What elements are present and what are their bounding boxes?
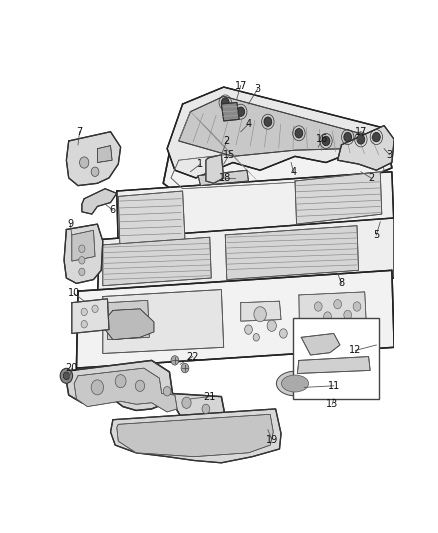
Polygon shape <box>77 270 394 368</box>
Text: 6: 6 <box>110 205 116 215</box>
Text: 19: 19 <box>265 435 278 445</box>
Circle shape <box>245 325 252 334</box>
Circle shape <box>92 305 98 312</box>
Circle shape <box>79 245 85 253</box>
Text: 7: 7 <box>76 127 83 137</box>
Text: 3: 3 <box>386 150 392 160</box>
Circle shape <box>202 404 210 414</box>
Circle shape <box>353 321 361 330</box>
Circle shape <box>324 312 332 321</box>
Text: 20: 20 <box>66 363 78 373</box>
Text: 8: 8 <box>339 278 345 288</box>
Circle shape <box>63 372 70 379</box>
Polygon shape <box>64 224 103 284</box>
Polygon shape <box>163 127 392 195</box>
Polygon shape <box>299 292 367 343</box>
Polygon shape <box>117 414 273 457</box>
Polygon shape <box>206 155 224 183</box>
Polygon shape <box>103 237 211 286</box>
Polygon shape <box>167 87 388 178</box>
Polygon shape <box>72 230 95 261</box>
Text: 4: 4 <box>245 119 251 129</box>
Text: 22: 22 <box>187 352 199 361</box>
Polygon shape <box>295 172 382 224</box>
Text: 12: 12 <box>349 345 362 356</box>
Circle shape <box>135 380 145 391</box>
Circle shape <box>267 320 276 332</box>
Circle shape <box>115 375 126 388</box>
Polygon shape <box>117 172 394 251</box>
Text: 15: 15 <box>223 150 235 160</box>
Circle shape <box>221 98 229 107</box>
Polygon shape <box>82 189 117 214</box>
Polygon shape <box>301 334 340 355</box>
Text: 13: 13 <box>326 399 338 409</box>
Polygon shape <box>241 301 281 321</box>
Circle shape <box>79 256 85 264</box>
Polygon shape <box>225 225 359 280</box>
Polygon shape <box>103 289 224 353</box>
Circle shape <box>163 386 171 396</box>
Circle shape <box>81 320 87 328</box>
Polygon shape <box>67 360 225 422</box>
Circle shape <box>357 135 365 144</box>
Text: 21: 21 <box>204 392 216 401</box>
Circle shape <box>344 132 352 142</box>
Circle shape <box>314 302 322 311</box>
Circle shape <box>79 268 85 276</box>
Polygon shape <box>221 102 239 121</box>
Polygon shape <box>107 301 149 340</box>
Polygon shape <box>97 218 394 299</box>
Circle shape <box>334 300 342 309</box>
Text: 11: 11 <box>328 381 340 391</box>
Circle shape <box>60 368 73 383</box>
Text: 9: 9 <box>67 219 73 229</box>
Text: 1: 1 <box>198 159 204 169</box>
Circle shape <box>353 302 361 311</box>
Polygon shape <box>297 357 370 374</box>
Circle shape <box>91 167 99 176</box>
Polygon shape <box>198 170 248 185</box>
Polygon shape <box>74 368 177 412</box>
Circle shape <box>237 107 245 116</box>
Text: 18: 18 <box>219 173 231 183</box>
Ellipse shape <box>282 375 308 392</box>
Circle shape <box>322 136 330 146</box>
Ellipse shape <box>315 328 345 339</box>
Circle shape <box>171 356 179 365</box>
Text: 3: 3 <box>255 84 261 94</box>
Bar <box>293 318 379 399</box>
Circle shape <box>279 329 287 338</box>
Text: 17: 17 <box>355 127 367 137</box>
Circle shape <box>334 320 342 329</box>
Circle shape <box>295 128 303 138</box>
Circle shape <box>91 380 103 395</box>
Circle shape <box>81 308 87 316</box>
Circle shape <box>314 321 322 330</box>
Ellipse shape <box>276 371 314 396</box>
Polygon shape <box>179 96 379 156</box>
Text: 17: 17 <box>235 80 247 91</box>
Polygon shape <box>338 126 394 170</box>
Polygon shape <box>97 146 112 163</box>
Circle shape <box>254 306 266 322</box>
Polygon shape <box>110 409 281 463</box>
Text: 2: 2 <box>368 173 374 183</box>
Circle shape <box>80 157 89 168</box>
Text: 4: 4 <box>290 167 297 177</box>
Text: 16: 16 <box>316 134 328 144</box>
Circle shape <box>264 117 272 126</box>
Circle shape <box>253 334 259 341</box>
Polygon shape <box>118 191 185 245</box>
Polygon shape <box>72 299 109 334</box>
Circle shape <box>182 397 191 408</box>
Text: 5: 5 <box>373 230 379 240</box>
Text: 10: 10 <box>68 288 80 298</box>
Circle shape <box>344 310 352 320</box>
Polygon shape <box>67 132 120 185</box>
Text: 2: 2 <box>224 136 230 146</box>
Circle shape <box>181 364 189 373</box>
Circle shape <box>372 132 380 142</box>
Polygon shape <box>105 309 154 340</box>
